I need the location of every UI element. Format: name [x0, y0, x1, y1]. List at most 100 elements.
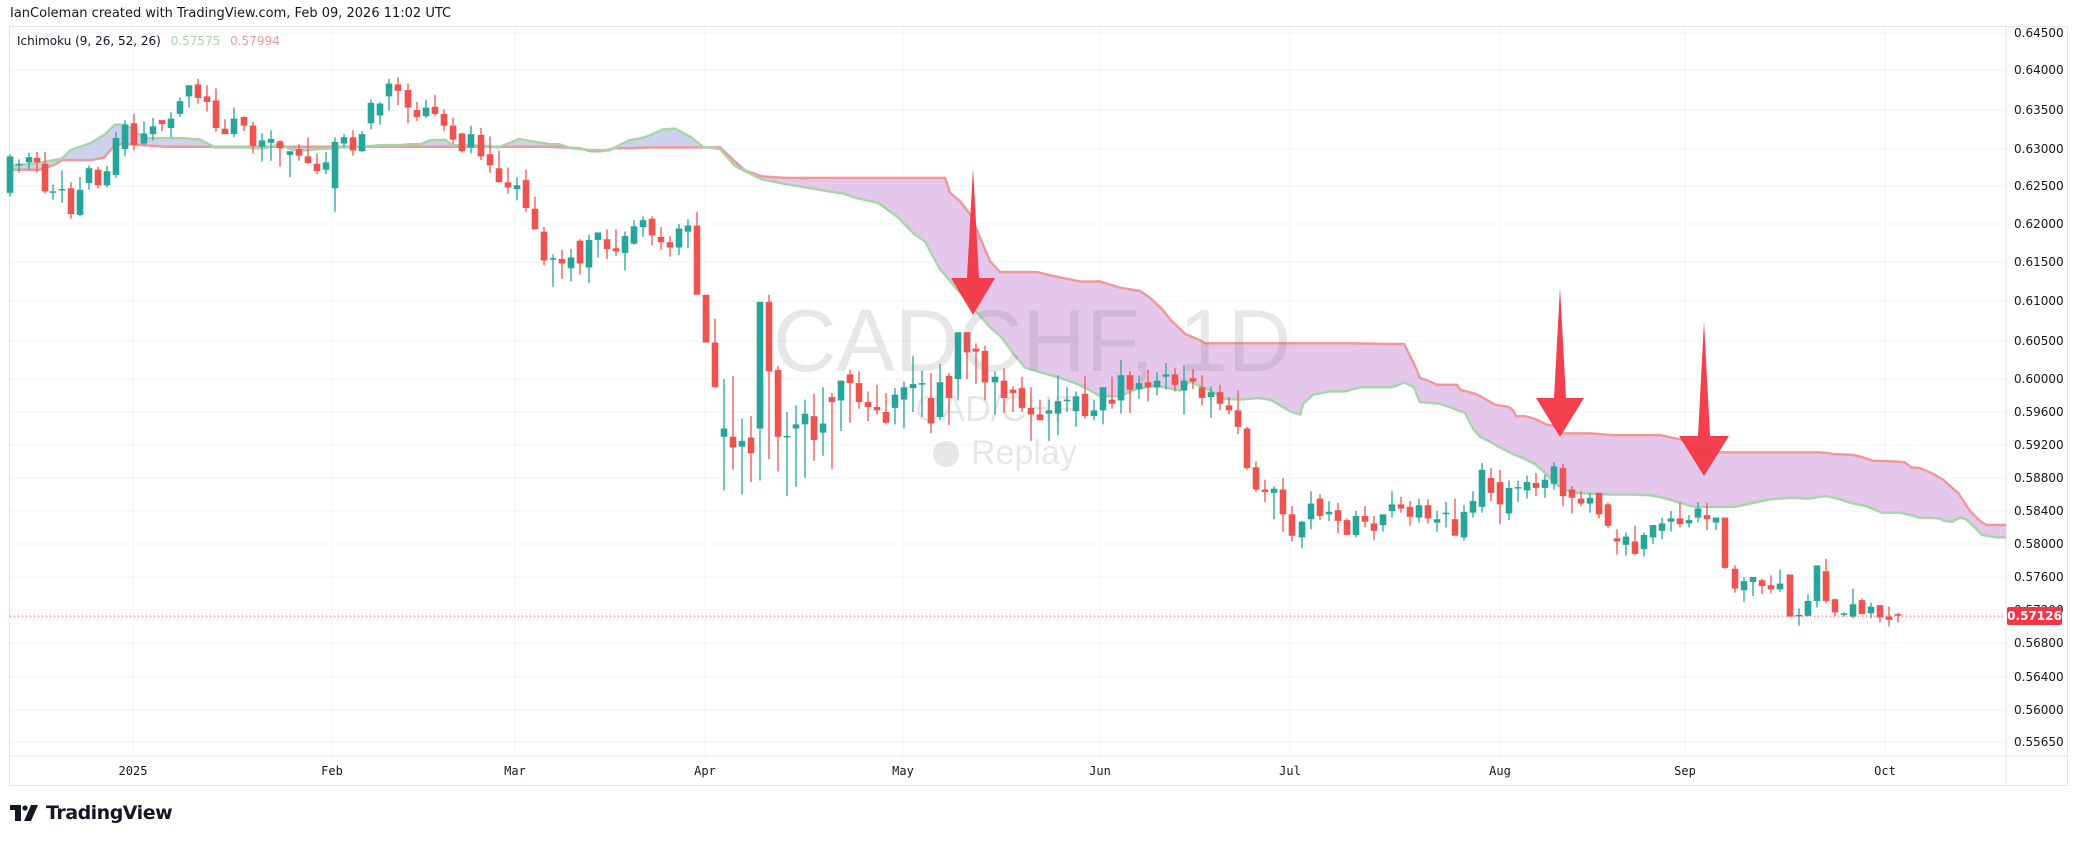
- candle: [1045, 410, 1053, 414]
- candle: [846, 374, 854, 384]
- chart-attribution: IanColeman created with TradingView.com,…: [10, 6, 452, 21]
- candle: [367, 102, 375, 124]
- candle: [1640, 534, 1648, 549]
- candle: [819, 423, 827, 433]
- price-axis[interactable]: 0.64500 0.64000 0.63500 0.63000 0.62500 0.620…: [2014, 26, 2064, 749]
- price-tick-label: 0.60500: [2014, 334, 2064, 348]
- candle: [94, 169, 102, 186]
- candle: [603, 239, 611, 250]
- candle: [540, 231, 548, 261]
- candle: [286, 151, 294, 155]
- candle: [1180, 380, 1188, 391]
- candle: [765, 301, 773, 372]
- candle: [810, 416, 818, 441]
- candle: [963, 332, 971, 353]
- candle: [1885, 616, 1893, 620]
- candle: [304, 156, 312, 164]
- candle: [1243, 428, 1251, 469]
- candle: [747, 437, 755, 454]
- candle: [576, 240, 584, 264]
- candle: [76, 189, 84, 215]
- candle: [1388, 504, 1396, 511]
- price-tick-label: 0.59200: [2014, 438, 2064, 452]
- candle: [1586, 497, 1594, 504]
- candle: [1804, 600, 1812, 616]
- candle: [221, 128, 229, 135]
- candle: [358, 134, 366, 152]
- candle: [440, 113, 448, 126]
- candle: [738, 440, 746, 447]
- senkou-span-b-line: [10, 143, 2006, 527]
- price-tick-label: 0.55650: [2014, 735, 2064, 749]
- time-tick-label: Oct: [1874, 764, 1896, 778]
- candle: [1740, 581, 1748, 591]
- price-tick-label: 0.62500: [2014, 179, 2064, 193]
- time-axis[interactable]: 2025 Feb Mar Apr May Jun Jul Aug Sep Oct: [119, 764, 1896, 778]
- candle: [936, 382, 944, 417]
- candle: [1613, 538, 1621, 542]
- candle: [1514, 487, 1522, 489]
- price-tick-label: 0.61500: [2014, 255, 2064, 269]
- candle: [1234, 410, 1242, 427]
- candle: [458, 133, 466, 152]
- candle: [991, 376, 999, 383]
- candle: [1279, 489, 1287, 515]
- candle: [1649, 525, 1657, 538]
- down-arrow-annotation-3[interactable]: [1679, 321, 1729, 476]
- indicator-value-lead2: 0.57994: [230, 34, 280, 48]
- candle: [413, 110, 421, 118]
- candle: [212, 100, 220, 128]
- candle: [121, 124, 129, 149]
- candle: [1858, 600, 1866, 615]
- candle: [130, 123, 138, 146]
- candle: [33, 157, 41, 163]
- candle: [1126, 375, 1134, 390]
- candle: [711, 342, 719, 388]
- candle: [1009, 389, 1017, 394]
- candle: [194, 84, 202, 98]
- candle: [1261, 489, 1269, 493]
- candle: [258, 140, 266, 147]
- candle: [900, 387, 908, 400]
- candle: [1144, 382, 1152, 388]
- candle: [531, 208, 539, 230]
- candle: [1225, 405, 1233, 411]
- candle: [158, 120, 166, 125]
- candle: [972, 348, 980, 352]
- down-arrow-annotation-2[interactable]: [1536, 287, 1584, 437]
- down-arrow-annotation-1[interactable]: [951, 168, 995, 315]
- candle: [1451, 519, 1459, 536]
- price-tick-label: 0.58000: [2014, 537, 2064, 551]
- candle: [882, 412, 890, 423]
- indicator-value-lead1: 0.57575: [170, 34, 221, 48]
- candle: [1288, 514, 1296, 536]
- candle: [1117, 375, 1125, 401]
- candle: [621, 236, 629, 253]
- candle: [891, 394, 899, 408]
- candle: [422, 107, 430, 117]
- time-tick-label: Mar: [504, 764, 526, 778]
- candle: [1541, 479, 1549, 488]
- time-tick-label: Sep: [1674, 764, 1696, 778]
- ichimoku-cloud: [10, 124, 2007, 538]
- candle: [404, 90, 412, 108]
- indicator-legend[interactable]: Ichimoku (9, 26, 52, 26) 0.57575 0.57994: [17, 34, 280, 48]
- candle: [1424, 505, 1432, 519]
- candle: [1676, 518, 1684, 525]
- candle: [693, 225, 701, 295]
- candle: [1721, 517, 1729, 568]
- price-tick-label: 0.60000: [2014, 372, 2064, 386]
- candle: [702, 294, 710, 343]
- candle: [15, 163, 23, 166]
- candle: [1036, 414, 1044, 421]
- candle: [945, 375, 953, 398]
- candle: [249, 125, 257, 146]
- candle: [495, 168, 503, 183]
- candle: [203, 96, 211, 102]
- tradingview-logo[interactable]: TradingView: [10, 802, 173, 824]
- price-tick-label: 0.57600: [2014, 570, 2064, 584]
- candle: [513, 185, 521, 190]
- candle: [349, 137, 357, 151]
- time-tick-label: May: [892, 764, 914, 778]
